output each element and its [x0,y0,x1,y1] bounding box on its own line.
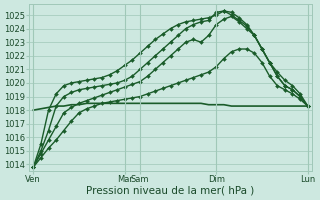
X-axis label: Pression niveau de la mer( hPa ): Pression niveau de la mer( hPa ) [86,186,255,196]
